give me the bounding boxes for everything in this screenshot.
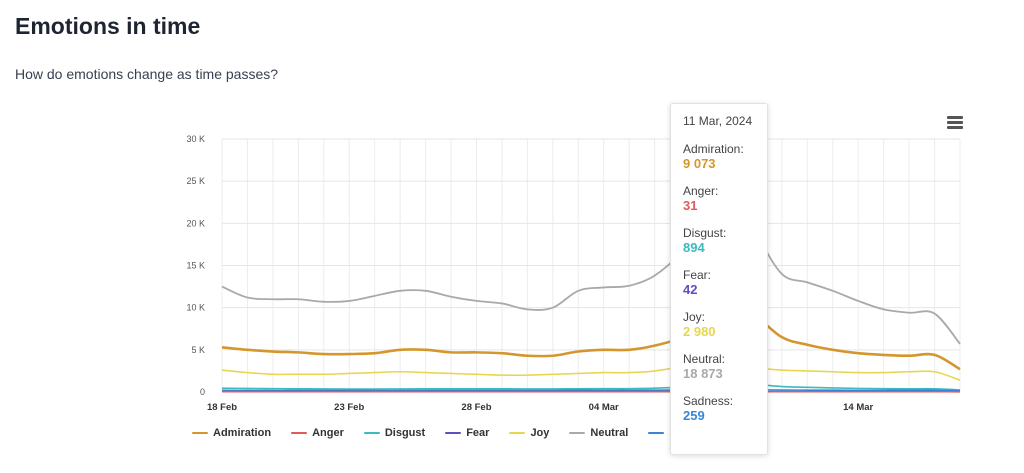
legend-label: Joy: [530, 427, 550, 439]
tooltip-row: Neutral: 18 873: [683, 352, 755, 381]
tooltip-label: Neutral:: [683, 352, 726, 366]
tooltip-value: 18 873: [683, 366, 723, 381]
tooltip-row: Anger: 31: [683, 184, 755, 213]
tooltip-row: Admiration: 9 073: [683, 142, 755, 171]
tooltip-value: 9 073: [683, 156, 716, 171]
tooltip-row: Fear: 42: [683, 268, 755, 297]
legend-item-neutral[interactable]: Neutral: [569, 427, 628, 439]
page-title: Emotions in time: [15, 13, 201, 39]
tooltip-label: Sadness:: [683, 394, 734, 408]
x-tick-label-5: 14 Mar: [843, 402, 873, 413]
tooltip-value: 259: [683, 408, 705, 423]
legend-label: Admiration: [213, 427, 272, 439]
tooltip-label: Joy:: [683, 310, 706, 324]
legend-swatch: [291, 432, 308, 434]
x-tick-label-0: 18 Feb: [207, 402, 237, 413]
legend-item-disgust[interactable]: Disgust: [363, 427, 426, 439]
legend-item-admiration[interactable]: Admiration: [192, 427, 271, 439]
tooltip-row: Joy: 2 980: [683, 310, 755, 339]
series-line-neutral: [221, 180, 961, 345]
chart-legend: AdmirationAngerDisgustFearJoyNeutralSadn…: [192, 427, 735, 439]
legend-item-anger[interactable]: Anger: [291, 427, 344, 439]
y-tick-label-0: 0: [200, 387, 205, 397]
tooltip-row: Disgust: 894: [683, 226, 755, 255]
y-tick-label-6: 30 K: [186, 134, 205, 144]
tooltip-label: Disgust:: [683, 226, 727, 240]
legend-swatch: [363, 432, 380, 434]
series-line-admiration: [221, 289, 961, 371]
x-tick-label-2: 28 Feb: [461, 402, 491, 413]
legend-swatch: [648, 432, 665, 434]
tooltip-value: 31: [683, 198, 698, 213]
y-tick-label-3: 15 K: [186, 261, 205, 271]
legend-swatch: [192, 432, 208, 434]
legend-swatch: [445, 432, 462, 434]
tooltip-label: Fear:: [683, 268, 712, 282]
page-subtitle: How do emotions change as time passes?: [15, 66, 279, 82]
legend-swatch: [509, 432, 526, 434]
series-line-disgust: [221, 381, 961, 391]
legend-label: Disgust: [384, 427, 426, 439]
tooltip-label: Admiration:: [683, 142, 744, 156]
legend-swatch: [569, 432, 586, 434]
tooltip-value: 2 980: [683, 324, 716, 339]
legend-label: Neutral: [590, 427, 629, 439]
series-line-sadness: [221, 388, 961, 392]
tooltip-row: Sadness: 259: [683, 394, 755, 423]
legend-item-joy[interactable]: Joy: [509, 427, 549, 439]
x-tick-label-3: 04 Mar: [589, 402, 619, 413]
chart-menu-icon[interactable]: [947, 116, 963, 130]
y-tick-label-2: 10 K: [186, 303, 205, 313]
tooltip-value: 42: [683, 282, 698, 297]
y-axis-ticks: 0 5 K 10 K 15 K 20 K 25 K 30 K: [186, 134, 205, 397]
series-lines: [221, 180, 961, 393]
y-tick-label-5: 25 K: [186, 176, 205, 186]
tooltip-value: 894: [683, 240, 705, 255]
legend-item-fear[interactable]: Fear: [445, 427, 489, 439]
series-line-joy: [221, 353, 961, 381]
legend-label: Anger: [312, 427, 344, 439]
tooltip-date: 11 Mar, 2024: [683, 114, 753, 128]
tooltip-label: Anger:: [683, 184, 719, 198]
chart-tooltip: 11 Mar, 2024 Admiration: 9 073 Anger: 31 Dis…: [670, 103, 768, 455]
legend-label: Fear: [466, 427, 490, 439]
x-tick-label-1: 23 Feb: [334, 402, 364, 413]
y-tick-label-1: 5 K: [191, 345, 205, 355]
y-tick-label-4: 20 K: [186, 218, 205, 228]
